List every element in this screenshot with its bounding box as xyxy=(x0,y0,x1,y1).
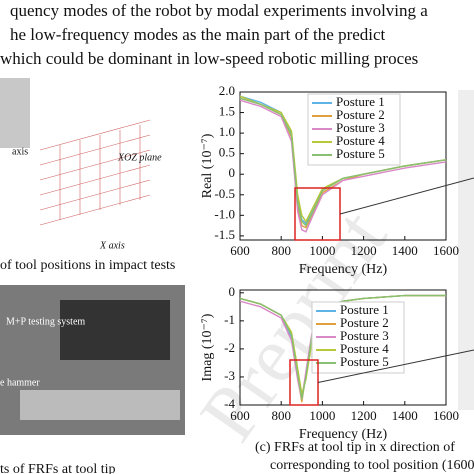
caption: of tool positions in impact tests xyxy=(0,258,175,273)
legend-label: Posture 1 xyxy=(336,94,385,109)
zoom-pointer xyxy=(339,177,474,215)
legend-label: Posture 4 xyxy=(340,341,389,356)
legend-label: Posture 2 xyxy=(340,315,389,330)
hammer-label: e hammer xyxy=(0,377,40,388)
axis-label: X axis xyxy=(99,240,125,251)
y-tick-label: -4 xyxy=(224,396,235,411)
y-tick-label: -3 xyxy=(224,368,235,383)
y-axis-label: Real (10⁻⁷) xyxy=(200,133,215,198)
x-tick-label: 1600 xyxy=(433,243,459,258)
x-tick-label: 600 xyxy=(230,243,250,258)
system-label: M+P testing system xyxy=(6,316,85,327)
x-axis-label: Frequency (Hz) xyxy=(299,262,388,277)
position-grid xyxy=(39,119,151,226)
axis-label: axis xyxy=(12,146,28,157)
legend-label: Posture 4 xyxy=(336,133,385,148)
legend-label: Posture 5 xyxy=(336,146,385,161)
caption: ts of FRFs at tool tip xyxy=(0,462,116,474)
y-axis-label: Imag (10⁻⁷) xyxy=(200,313,215,381)
x-tick-label: 600 xyxy=(230,408,250,423)
legend-label: Posture 3 xyxy=(336,120,385,135)
caption: corresponding to tool position (1600 xyxy=(270,458,474,473)
caption: (c) FRFs at tool tip in x direction of xyxy=(255,440,455,455)
x-tick-label: 1200 xyxy=(351,408,377,423)
x-tick-label: 1400 xyxy=(392,408,418,423)
y-tick-label: 2.0 xyxy=(219,83,235,98)
equipment xyxy=(20,390,180,420)
x-tick-label: 800 xyxy=(271,408,291,423)
x-axis-label: Frequency (Hz) xyxy=(299,427,388,442)
y-tick-label: 0 xyxy=(229,165,236,180)
adjacent-panel xyxy=(458,90,474,410)
y-tick-label: -0.5 xyxy=(214,186,235,201)
x-tick-label: 1200 xyxy=(351,243,377,258)
paragraph-line: which could be dominant in low-speed rob… xyxy=(0,49,418,68)
robot-image xyxy=(0,78,30,148)
y-tick-label: -2 xyxy=(224,340,235,355)
y-tick-label: 0.5 xyxy=(219,145,235,160)
series-line xyxy=(239,99,447,233)
series-line xyxy=(239,97,447,227)
paragraph-line: he low-frequency modes as the main part … xyxy=(10,25,386,44)
y-tick-label: -1.5 xyxy=(214,227,235,242)
x-tick-label: 800 xyxy=(271,243,291,258)
y-tick-label: -1 xyxy=(224,312,235,327)
y-tick-label: 1.0 xyxy=(219,124,235,139)
plane-label: XOZ plane xyxy=(117,152,162,163)
legend-label: Posture 1 xyxy=(340,302,389,317)
zoom-pointer xyxy=(317,349,474,383)
legend-label: Posture 5 xyxy=(340,354,389,369)
y-tick-label: 1.5 xyxy=(219,104,235,119)
plot-frame xyxy=(239,91,447,241)
series-line xyxy=(239,294,446,400)
y-tick-label: -1.0 xyxy=(214,206,235,221)
legend-label: Posture 3 xyxy=(340,328,389,343)
legend-label: Posture 2 xyxy=(336,107,385,122)
plot-frame xyxy=(239,289,447,406)
laptop xyxy=(60,300,170,360)
x-tick-label: 1600 xyxy=(433,408,459,423)
y-tick-label: 0 xyxy=(229,284,236,299)
paragraph-line: quency modes of the robot by modal exper… xyxy=(10,1,428,20)
x-tick-label: 1000 xyxy=(309,408,335,423)
x-tick-label: 1400 xyxy=(392,243,418,258)
x-tick-label: 1000 xyxy=(309,243,335,258)
